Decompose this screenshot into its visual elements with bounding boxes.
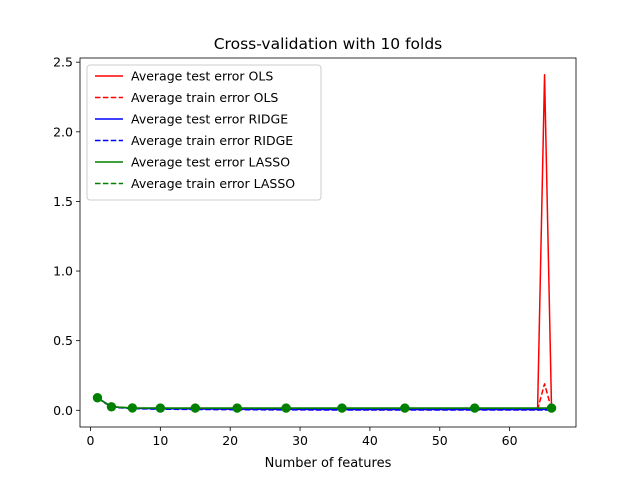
x-tick-label: 60 [502,433,518,448]
data-point [232,403,242,413]
y-tick-label: 2.5 [53,55,73,70]
series-line-average-train-error-ols [97,383,553,411]
legend-label: Average train error RIDGE [131,133,293,148]
x-tick-label: 0 [87,433,95,448]
legend-label: Average train error OLS [131,90,278,105]
legend-label: Average test error OLS [131,69,273,84]
legend: Average test error OLS Average train erro… [86,64,322,201]
legend-box [86,64,322,201]
y-tick-label: 1.5 [53,194,73,209]
legend-label: Average test error LASSO [131,155,290,170]
series-line-average-train-error-lasso [97,397,552,409]
axes-frame [79,57,577,428]
data-point [546,403,557,413]
plot-area: 0 10 20 30 40 50 60 0.0 0.5 1.0 1.5 2.0 2.5 [53,55,577,448]
x-axis-label: Number of features [265,456,392,471]
x-tick-label: 10 [152,433,168,448]
data-point [281,403,291,413]
legend-label: Average train error LASSO [131,176,295,191]
data-point [470,403,480,413]
y-tick-label: 0.5 [53,333,73,348]
data-point [190,403,200,413]
y-tick-label: 2.0 [53,124,73,139]
data-point [106,402,117,412]
data-point [92,393,103,403]
series-line-average-test-error-lasso [97,397,552,409]
x-tick-label: 50 [432,433,448,448]
data-point [155,403,166,413]
x-tick-label: 40 [362,433,378,448]
data-point [337,403,347,413]
data-point [400,403,410,413]
data-point [127,403,138,413]
x-tick-label: 30 [292,433,308,448]
x-tick-label: 20 [222,433,238,448]
chart-title: Cross-validation with 10 folds [214,35,443,53]
y-tick-label: 1.0 [53,264,73,279]
y-tick-label: 0.0 [53,403,73,418]
legend-label: Average test error RIDGE [131,112,288,127]
